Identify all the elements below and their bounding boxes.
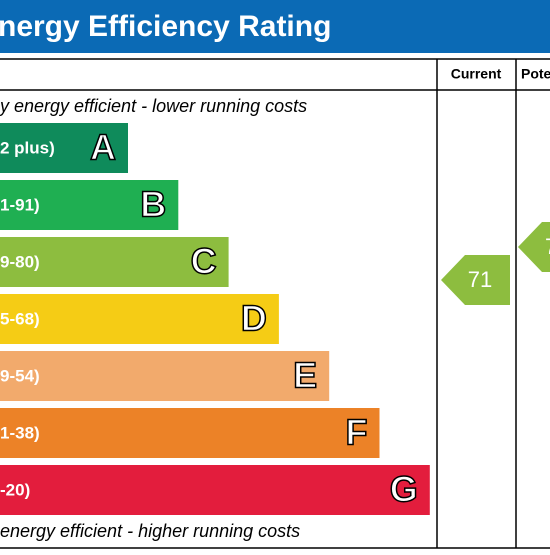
band-letter: D bbox=[241, 298, 267, 339]
band-bar bbox=[0, 465, 430, 515]
column-header: Current bbox=[451, 66, 502, 82]
band-letter: E bbox=[293, 355, 317, 396]
current-value: 71 bbox=[468, 267, 492, 292]
band-bar bbox=[0, 237, 229, 287]
band-bar bbox=[0, 408, 380, 458]
band-bar bbox=[0, 123, 128, 173]
title: nergy Efficiency Rating bbox=[0, 10, 331, 43]
column-header: Pote bbox=[521, 66, 550, 82]
band-letter: C bbox=[191, 241, 217, 282]
band-bar bbox=[0, 351, 330, 401]
potential-arrow bbox=[518, 222, 550, 272]
frame bbox=[0, 58, 550, 549]
potential-value: 7 bbox=[545, 234, 550, 259]
band-bar bbox=[0, 180, 179, 230]
band-letter: B bbox=[140, 184, 166, 225]
band-range: 2 plus) bbox=[0, 138, 55, 157]
current-arrow bbox=[441, 255, 510, 305]
band-range: 9-80) bbox=[0, 252, 40, 271]
band-range: 1-38) bbox=[0, 423, 40, 442]
band-range: 5-68) bbox=[0, 309, 40, 328]
band-letter: G bbox=[390, 469, 418, 510]
band-bar bbox=[0, 294, 279, 344]
band-letter: F bbox=[346, 412, 368, 453]
band-range: 1-91) bbox=[0, 195, 40, 214]
title-bar bbox=[0, 0, 550, 53]
band-range: 9-54) bbox=[0, 366, 40, 385]
band-range: -20) bbox=[0, 480, 30, 499]
top-note: y energy efficient - lower running costs bbox=[0, 96, 307, 116]
bottom-note: energy efficient - higher running costs bbox=[0, 521, 300, 541]
band-letter: A bbox=[90, 127, 116, 168]
